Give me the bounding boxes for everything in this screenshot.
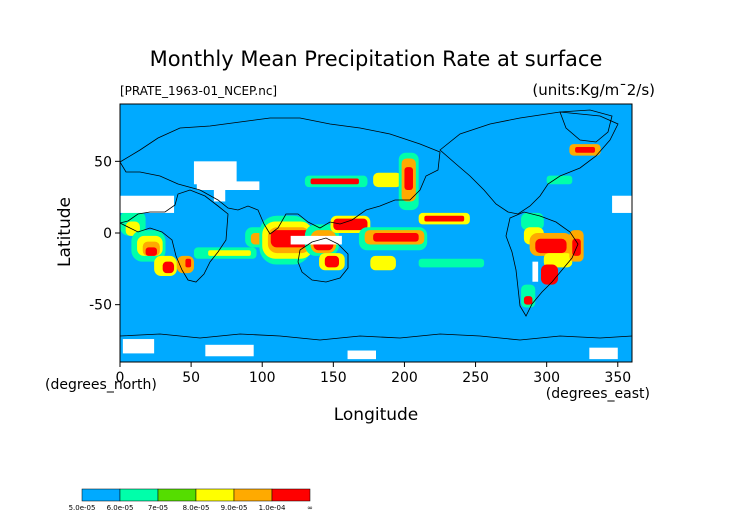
colorbar-swatch-3 bbox=[195, 488, 235, 502]
y-axis-label: Latitude bbox=[55, 197, 75, 267]
coastline-europe-africa bbox=[120, 189, 229, 283]
precip-region-34 bbox=[373, 172, 402, 188]
coastline-australia bbox=[297, 237, 349, 283]
y-unit-label: (degrees_north) bbox=[45, 377, 157, 393]
missing-region-1 bbox=[193, 161, 237, 185]
missing-region-0 bbox=[120, 195, 175, 213]
colorbar-swatch-1 bbox=[119, 488, 159, 502]
precip-region-48 bbox=[546, 175, 573, 185]
missing-region-4 bbox=[290, 235, 342, 245]
precip-region-41 bbox=[535, 238, 567, 254]
colorbar-swatch-5 bbox=[271, 488, 311, 502]
coastline-greenland bbox=[559, 109, 613, 143]
missing-region-10 bbox=[532, 261, 539, 282]
precip-region-24 bbox=[333, 218, 368, 231]
colorbar-label-6: ∞ bbox=[307, 504, 313, 512]
x-tick-label-250: 250 bbox=[462, 370, 489, 386]
colorbar-label-0: 5.0e-05 bbox=[69, 504, 96, 512]
missing-region-6 bbox=[205, 344, 254, 357]
colorbar-label-5: 1.0e-04 bbox=[259, 504, 286, 512]
missing-region-9 bbox=[612, 195, 632, 213]
colorbar-label-3: 8.0e-05 bbox=[183, 504, 210, 512]
colorbar: 5.0e-05 6.0e-05 7e-05 8.0e-05 9.0e-05 1.0e-04… bbox=[69, 488, 313, 512]
y-axis-ticks: 50 0 -50 bbox=[89, 154, 120, 314]
colorbar-swatch-0 bbox=[81, 488, 121, 502]
missing-region-3 bbox=[213, 190, 226, 202]
x-tick-label-350: 350 bbox=[604, 370, 631, 386]
units-label: (units:Kg/m¯2/s) bbox=[532, 81, 655, 99]
precip-region-30 bbox=[424, 215, 465, 222]
missing-region-7 bbox=[347, 350, 376, 360]
x-unit-label: (degrees_east) bbox=[546, 386, 650, 402]
precip-region-37 bbox=[404, 167, 413, 190]
y-tick-label-0: 0 bbox=[103, 226, 112, 242]
coastlines bbox=[120, 109, 632, 341]
coastline-eurasia bbox=[120, 117, 441, 235]
x-axis-label: Longitude bbox=[334, 405, 419, 425]
precip-region-11 bbox=[208, 250, 251, 256]
precip-region-7 bbox=[162, 261, 175, 274]
coastline-south-america bbox=[505, 211, 579, 317]
x-tick-label-200: 200 bbox=[391, 370, 418, 386]
precip-region-33 bbox=[310, 178, 359, 185]
missing-region-2 bbox=[196, 181, 260, 190]
precip-region-28 bbox=[370, 255, 396, 271]
chart-title: Monthly Mean Precipitation Rate at surfa… bbox=[150, 47, 603, 71]
precip-region-5 bbox=[145, 247, 157, 256]
precip-region-47 bbox=[523, 296, 533, 305]
colorbar-label-1: 6.0e-05 bbox=[107, 504, 134, 512]
precip-region-43 bbox=[540, 264, 559, 285]
x-tick-label-100: 100 bbox=[249, 370, 276, 386]
precipitation-field bbox=[120, 144, 601, 308]
y-tick-label--50: -50 bbox=[89, 298, 112, 314]
colorbar-label-2: 7e-05 bbox=[148, 504, 168, 512]
coastline-antarctica bbox=[120, 333, 632, 341]
precip-region-38 bbox=[521, 212, 544, 231]
x-axis-ticks: 0 50 100 150 200 250 300 350 bbox=[116, 362, 631, 386]
precip-region-27 bbox=[373, 233, 419, 242]
x-tick-label-50: 50 bbox=[182, 370, 200, 386]
precip-region-31 bbox=[418, 258, 485, 268]
colorbar-label-4: 9.0e-05 bbox=[221, 504, 248, 512]
precip-region-42 bbox=[543, 253, 573, 268]
precip-region-22 bbox=[324, 255, 340, 268]
x-tick-label-0: 0 bbox=[116, 370, 125, 386]
colorbar-swatch-4 bbox=[233, 488, 273, 502]
x-tick-label-150: 150 bbox=[320, 370, 347, 386]
missing-data-field bbox=[120, 161, 632, 360]
coastline-north-america bbox=[439, 111, 619, 215]
precip-region-50 bbox=[575, 147, 596, 153]
y-tick-label-50: 50 bbox=[94, 154, 112, 170]
source-file-label: [PRATE_1963-01_NCEP.nc] bbox=[120, 84, 277, 98]
colorbar-swatch-2 bbox=[157, 488, 197, 502]
precip-region-9 bbox=[185, 258, 192, 268]
missing-region-5 bbox=[122, 339, 155, 354]
missing-region-8 bbox=[589, 347, 618, 360]
x-tick-label-300: 300 bbox=[533, 370, 560, 386]
